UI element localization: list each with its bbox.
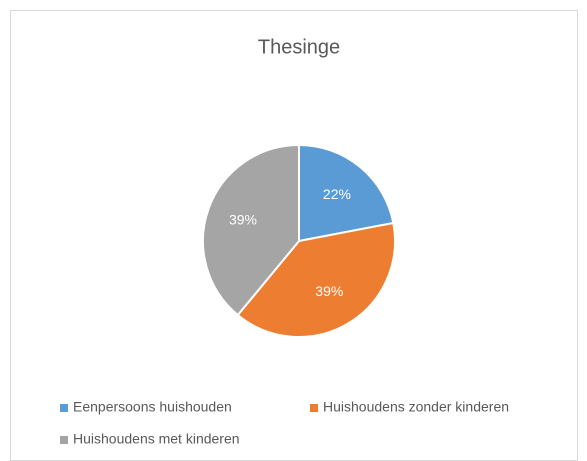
legend-swatch: [310, 404, 318, 412]
pie-slice: [202, 143, 300, 317]
data-label: 39%: [315, 283, 343, 299]
data-label: 39%: [229, 212, 257, 228]
pie-slice: [298, 143, 395, 243]
legend-label: Huishoudens met kinderen: [73, 431, 240, 447]
chart-title: Thesinge: [258, 36, 340, 58]
legend-label: Huishoudens zonder kinderen: [323, 399, 509, 415]
legend-swatch: [60, 404, 68, 412]
legend-swatch: [60, 436, 68, 444]
data-label: 22%: [323, 186, 351, 202]
pie-slice: [236, 221, 396, 338]
legend-label: Eenpersoons huishouden: [73, 399, 232, 415]
